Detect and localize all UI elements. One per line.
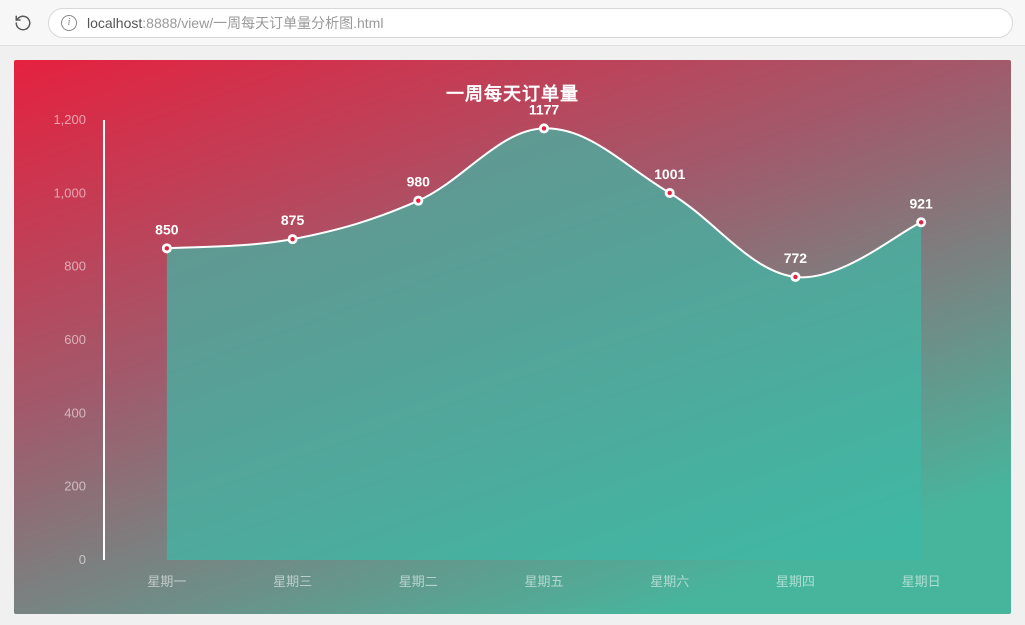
page-body: 一周每天订单量 0 200 400 600 800 1,000 1,200 星期一 星期三 星期二… bbox=[0, 46, 1025, 614]
chart-svg: 0 200 400 600 800 1,000 1,200 星期一 星期三 星期二 星期五 星期六 星期… bbox=[14, 60, 1011, 614]
refresh-icon[interactable] bbox=[12, 12, 34, 34]
y-tick-label: 200 bbox=[64, 479, 86, 494]
x-tick-label: 星期三 bbox=[273, 574, 312, 589]
url-path: :8888/view/一周每天订单量分析图.html bbox=[142, 15, 383, 31]
data-point-label: 850 bbox=[155, 221, 179, 237]
x-tick-label: 星期四 bbox=[776, 574, 815, 589]
y-tick-label: 0 bbox=[79, 552, 86, 567]
data-point-label: 1001 bbox=[654, 166, 685, 182]
y-tick-label: 400 bbox=[64, 405, 86, 420]
url-host: localhost bbox=[87, 15, 142, 31]
browser-toolbar: i localhost:8888/view/一周每天订单量分析图.html bbox=[0, 0, 1025, 46]
x-tick-label: 星期二 bbox=[399, 574, 438, 589]
x-tick-label: 星期一 bbox=[147, 574, 186, 589]
y-tick-label: 1,000 bbox=[53, 185, 86, 200]
url-text: localhost:8888/view/一周每天订单量分析图.html bbox=[87, 13, 383, 33]
data-point-label: 980 bbox=[407, 174, 431, 190]
x-tick-label: 星期日 bbox=[902, 574, 941, 589]
chart-title: 一周每天订单量 bbox=[14, 80, 1011, 106]
site-info-icon[interactable]: i bbox=[61, 15, 77, 31]
x-tick-label: 星期五 bbox=[524, 574, 563, 589]
y-tick-label: 1,200 bbox=[53, 112, 86, 127]
x-tick-label: 星期六 bbox=[650, 574, 689, 589]
y-tick-label: 800 bbox=[64, 259, 86, 274]
chart-container: 一周每天订单量 0 200 400 600 800 1,000 1,200 星期一 星期三 星期二… bbox=[14, 60, 1011, 614]
data-point-label: 921 bbox=[909, 195, 933, 211]
data-point-label: 772 bbox=[784, 250, 808, 266]
y-tick-label: 600 bbox=[64, 332, 86, 347]
data-point-label: 875 bbox=[281, 212, 305, 228]
address-bar[interactable]: i localhost:8888/view/一周每天订单量分析图.html bbox=[48, 8, 1013, 38]
